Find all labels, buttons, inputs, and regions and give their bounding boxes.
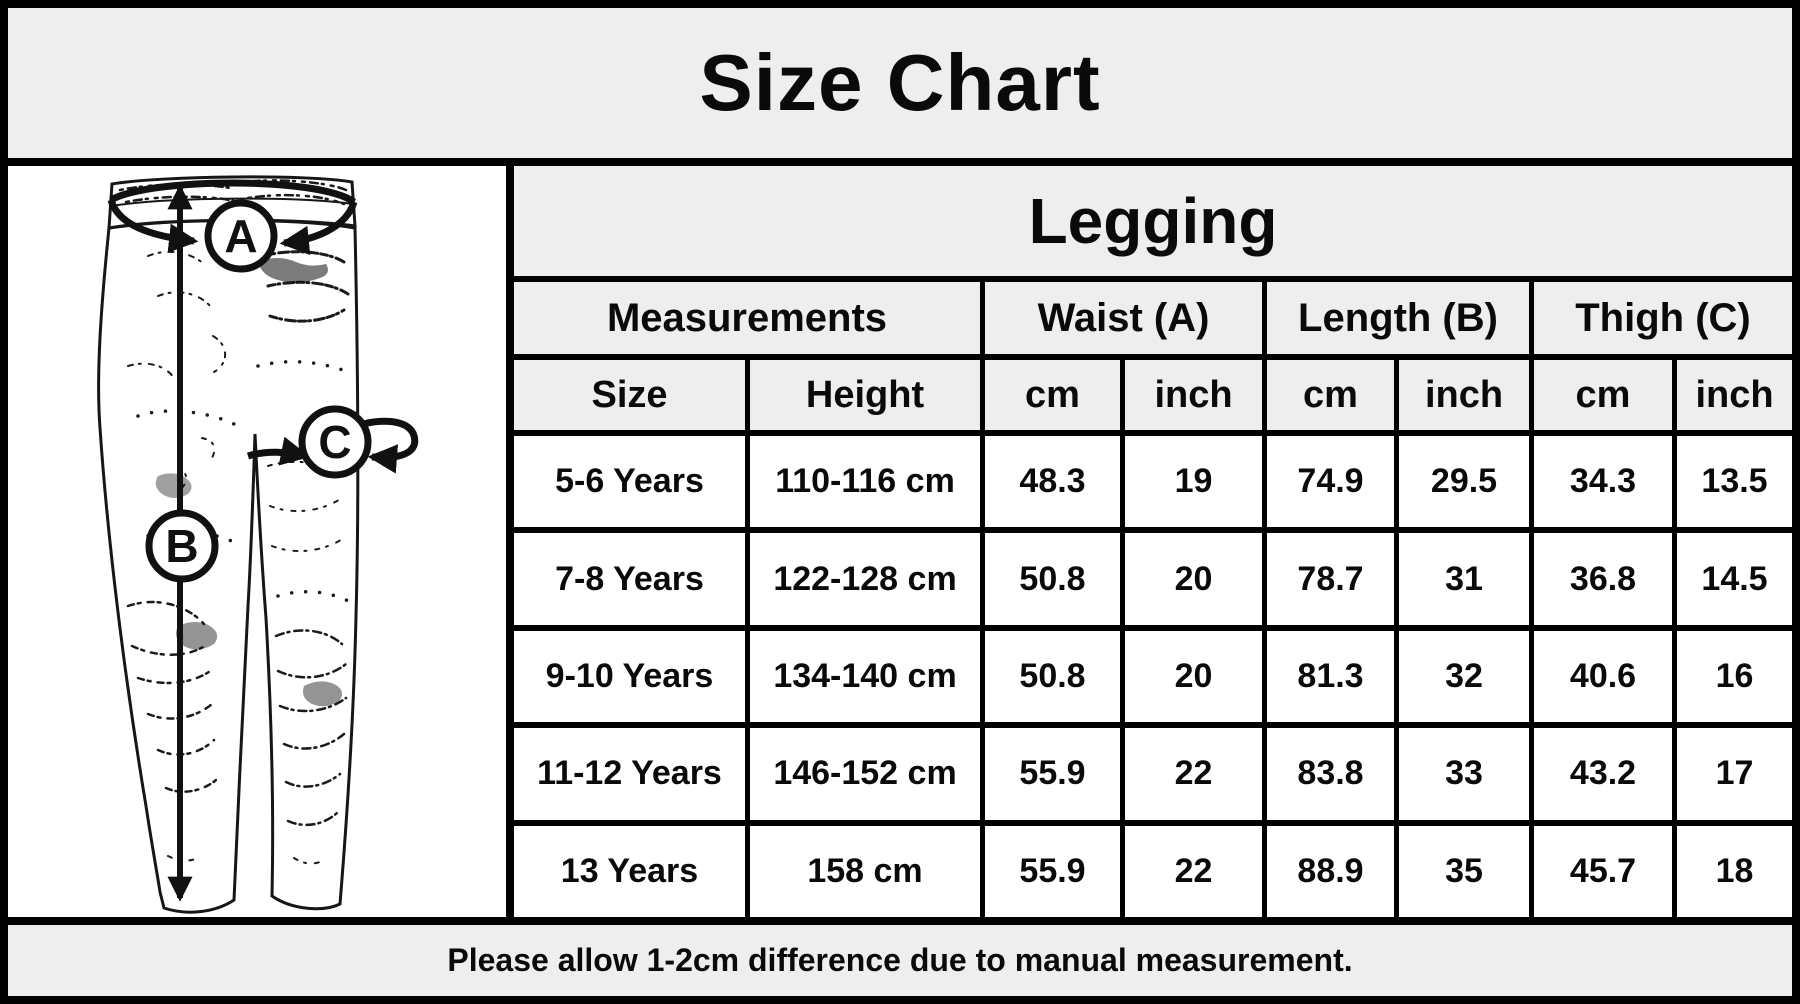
thigh-label-badge: C	[298, 405, 372, 479]
cell-size: 13 Years	[514, 825, 745, 917]
table-title: Legging	[514, 166, 1792, 276]
col-header-length-inch: inch	[1399, 360, 1529, 430]
group-header-length: Length (B)	[1267, 282, 1529, 354]
group-header-waist: Waist (A)	[985, 282, 1262, 354]
measurement-disclaimer: Please allow 1-2cm difference due to man…	[447, 942, 1353, 978]
cell-waist-cm: 55.9	[985, 728, 1120, 820]
cell-thigh-inch: 17	[1677, 728, 1792, 820]
cell-thigh-inch: 14.5	[1677, 533, 1792, 625]
waist-label: A	[224, 210, 257, 262]
cell-height: 158 cm	[750, 825, 980, 917]
cell-length-inch: 35	[1399, 825, 1529, 917]
leggings-outline	[97, 175, 360, 914]
thigh-label: C	[318, 416, 351, 468]
legging-diagram-pane: A B C	[8, 166, 506, 917]
cell-waist-inch: 20	[1125, 533, 1262, 625]
cell-waist-inch: 19	[1125, 436, 1262, 528]
cell-thigh-cm: 36.8	[1534, 533, 1672, 625]
cell-height: 134-140 cm	[750, 630, 980, 723]
size-table: Legging Measurements Waist (A) Length (B…	[514, 166, 1792, 917]
col-header-thigh-cm: cm	[1534, 360, 1672, 430]
cell-length-cm: 83.8	[1267, 728, 1394, 820]
cell-length-inch: 29.5	[1399, 436, 1529, 528]
cell-thigh-cm: 34.3	[1534, 436, 1672, 528]
col-header-height: Height	[750, 360, 980, 430]
cell-height: 146-152 cm	[750, 728, 980, 820]
cell-length-cm: 88.9	[1267, 825, 1394, 917]
group-header-thigh: Thigh (C)	[1534, 282, 1792, 354]
cell-waist-cm: 55.9	[985, 825, 1120, 917]
cell-waist-inch: 22	[1125, 825, 1262, 917]
col-header-size: Size	[514, 360, 745, 430]
leggings-illustration: A B C	[97, 175, 419, 914]
cell-thigh-cm: 45.7	[1534, 825, 1672, 917]
col-header-length-cm: cm	[1267, 360, 1394, 430]
col-header-waist-cm: cm	[985, 360, 1120, 430]
cell-waist-cm: 50.8	[985, 533, 1120, 625]
col-header-waist-inch: inch	[1125, 360, 1262, 430]
cell-waist-cm: 50.8	[985, 630, 1120, 723]
footer-band: Please allow 1-2cm difference due to man…	[8, 925, 1792, 996]
length-label-badge: B	[145, 509, 219, 583]
cell-size: 11-12 Years	[514, 728, 745, 820]
length-label: B	[165, 520, 198, 572]
waist-label-badge: A	[204, 199, 278, 273]
cell-length-inch: 31	[1399, 533, 1529, 625]
cell-thigh-inch: 16	[1677, 630, 1792, 723]
page-title: Size Chart	[699, 38, 1101, 127]
cell-thigh-inch: 18	[1677, 825, 1792, 917]
cell-size: 9-10 Years	[514, 630, 745, 723]
cell-height: 122-128 cm	[750, 533, 980, 625]
cell-thigh-inch: 13.5	[1677, 436, 1792, 528]
cell-waist-cm: 48.3	[985, 436, 1120, 528]
cell-length-cm: 74.9	[1267, 436, 1394, 528]
cell-length-inch: 33	[1399, 728, 1529, 820]
col-header-thigh-inch: inch	[1677, 360, 1792, 430]
cell-size: 7-8 Years	[514, 533, 745, 625]
group-header-measurements: Measurements	[514, 282, 980, 354]
cell-thigh-cm: 43.2	[1534, 728, 1672, 820]
cell-length-inch: 32	[1399, 630, 1529, 723]
cell-size: 5-6 Years	[514, 436, 745, 528]
title-band: Size Chart	[8, 8, 1792, 158]
cell-height: 110-116 cm	[750, 436, 980, 528]
cell-waist-inch: 20	[1125, 630, 1262, 723]
cell-thigh-cm: 40.6	[1534, 630, 1672, 723]
cell-waist-inch: 22	[1125, 728, 1262, 820]
cell-length-cm: 81.3	[1267, 630, 1394, 723]
cell-length-cm: 78.7	[1267, 533, 1394, 625]
